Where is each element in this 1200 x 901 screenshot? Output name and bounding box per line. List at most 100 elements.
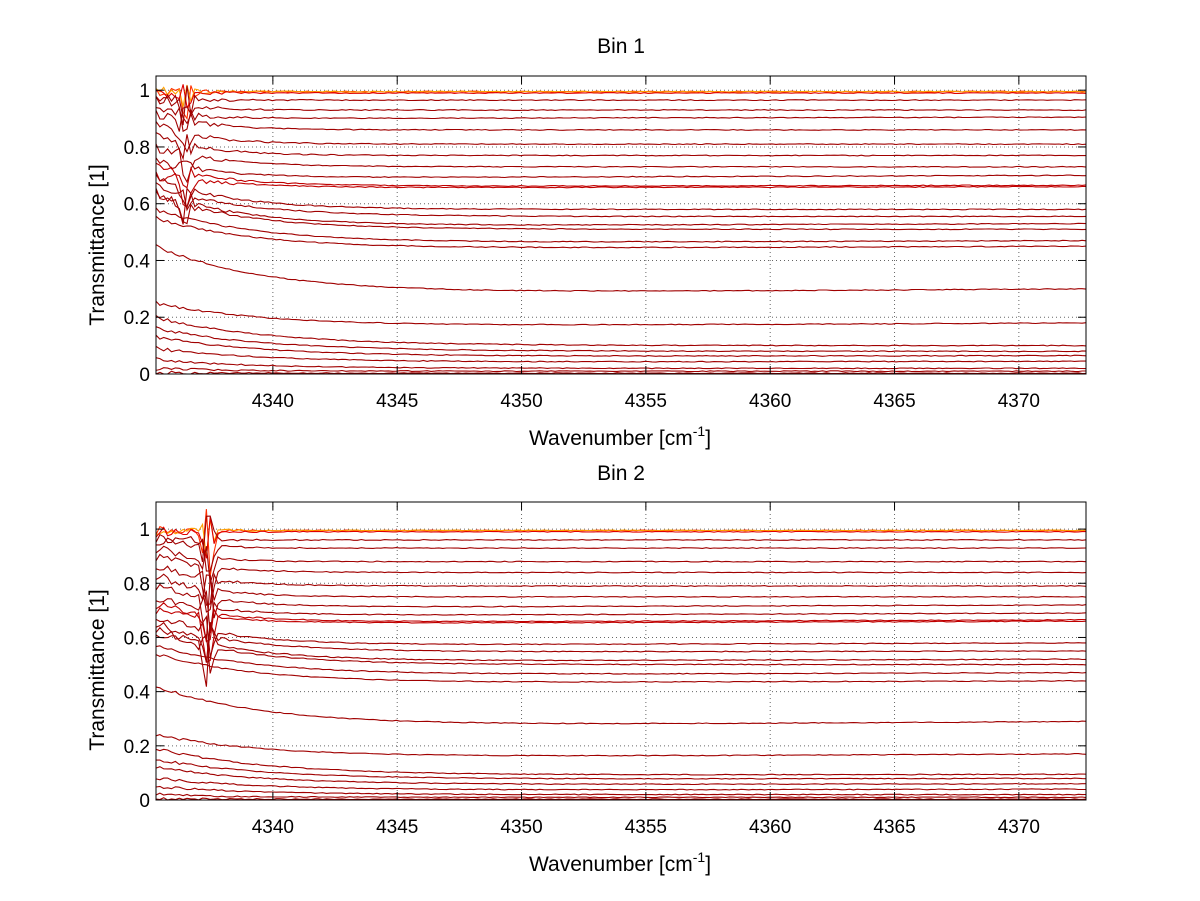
series-line (155, 314, 1087, 347)
x-axis-label-main: Wavenumber [cm (529, 427, 693, 450)
series-group (155, 84, 1087, 375)
series-line (155, 85, 1087, 126)
series-line (155, 367, 1086, 373)
series-line (155, 215, 1087, 249)
x-tick-label: 4360 (749, 391, 791, 412)
axes-frame (155, 75, 1087, 375)
x-tick-label: 4350 (500, 817, 542, 838)
x-tick-label: 4345 (376, 817, 418, 838)
series-line (155, 589, 1087, 634)
series-line (155, 190, 1087, 231)
x-tick-label: 4365 (873, 817, 915, 838)
series-line (155, 84, 1087, 109)
x-tick-label: 4350 (500, 391, 542, 412)
series-line (155, 622, 1087, 687)
axes-frame (155, 501, 1087, 801)
series-line (155, 182, 1087, 218)
series-line (155, 573, 1087, 602)
x-tick-label: 4355 (625, 817, 667, 838)
x-axis-label-main: Wavenumber [cm (529, 853, 693, 876)
y-tick-label: 0 (139, 791, 150, 812)
x-tick-label: 4365 (873, 391, 915, 412)
y-tick-label: 0.6 (124, 628, 150, 649)
series-line (155, 121, 1087, 153)
series-line (155, 357, 1087, 370)
y-tick-label: 0.8 (124, 574, 150, 595)
x-ticks: 4340 4345 4350 4355 4360 4365 4370 (252, 76, 1040, 412)
series-line (155, 106, 1087, 133)
series-group (155, 509, 1087, 801)
y-tick-label: 0.2 (124, 737, 150, 758)
x-tick-label: 4345 (376, 391, 418, 412)
y-ticks: 0 0.2 0.4 0.6 0.8 1 (124, 81, 1086, 386)
y-tick-label: 0.4 (124, 251, 151, 272)
series-line (155, 607, 1087, 663)
series-line (155, 143, 1087, 184)
x-tick-label: 4370 (998, 817, 1040, 838)
chart-bin-1: Bin 1 4340 4345 4350 4355 4360 4365 4370 0 0.2 0… (86, 35, 1087, 450)
series-line (155, 345, 1087, 363)
series-line (155, 244, 1087, 292)
y-tick-label: 0.4 (124, 683, 151, 704)
series-line (155, 759, 1087, 780)
x-tick-label: 4340 (252, 391, 294, 412)
y-tick-label: 1 (139, 520, 150, 541)
series-line (155, 615, 1086, 658)
x-tick-label: 4370 (998, 391, 1040, 412)
series-line (155, 766, 1086, 786)
x-ticks: 4340 4345 4350 4355 4360 4365 4370 (252, 502, 1040, 838)
x-axis-label-suffix: ] (705, 853, 711, 876)
series-line (155, 96, 1087, 125)
series-line (155, 515, 1087, 563)
series-line (155, 565, 1087, 606)
series-line (155, 187, 1087, 226)
y-tick-label: 1 (139, 81, 150, 102)
y-tick-label: 0.6 (124, 195, 150, 216)
x-tick-label: 4340 (252, 817, 294, 838)
series-line (155, 748, 1087, 776)
series-line (155, 334, 1087, 357)
series-line (155, 174, 1087, 211)
y-tick-label: 0 (139, 365, 150, 386)
x-axis-label-superscript: -1 (693, 423, 706, 439)
series-line (155, 518, 1087, 558)
series-line (155, 300, 1087, 326)
series-line (155, 162, 1087, 189)
y-axis-label: Transmittance [1] (86, 164, 109, 325)
y-axis-label: Transmittance [1] (86, 589, 109, 750)
x-tick-label: 4355 (625, 391, 667, 412)
y-ticks: 0 0.2 0.4 0.6 0.8 1 (124, 520, 1086, 812)
series-line (155, 654, 1087, 683)
x-axis-label: Wavenumber [cm-1] (529, 849, 711, 876)
series-line (156, 537, 1087, 572)
y-tick-label: 0.2 (124, 308, 150, 329)
series-line (155, 370, 1087, 375)
series-line (155, 157, 1086, 179)
series-line (155, 575, 1087, 642)
series-line (155, 792, 1087, 799)
series-line (155, 509, 1087, 576)
series-line (155, 132, 1086, 161)
series-line (155, 777, 1086, 791)
chart-bin-2: Bin 2 4340 4345 4350 4355 4360 4365 4370 00.20… (86, 462, 1087, 876)
series-line (155, 106, 1087, 132)
series-line (155, 734, 1087, 757)
series-line (155, 326, 1087, 353)
series-line (155, 171, 1087, 208)
series-line (155, 686, 1087, 725)
series-line (155, 621, 1087, 663)
series-line (155, 633, 1087, 674)
series-line (155, 545, 1087, 584)
series-line (155, 645, 1087, 675)
chart-title: Bin 2 (597, 462, 645, 485)
series-line (155, 553, 1087, 613)
series-line (155, 84, 1087, 108)
x-axis-label-suffix: ] (705, 427, 711, 450)
series-line (155, 516, 1086, 559)
series-line (155, 785, 1087, 796)
series-line (155, 602, 1087, 643)
x-axis-label: Wavenumber [cm-1] (529, 423, 711, 450)
chart-title: Bin 1 (597, 35, 645, 58)
series-line (155, 207, 1087, 243)
